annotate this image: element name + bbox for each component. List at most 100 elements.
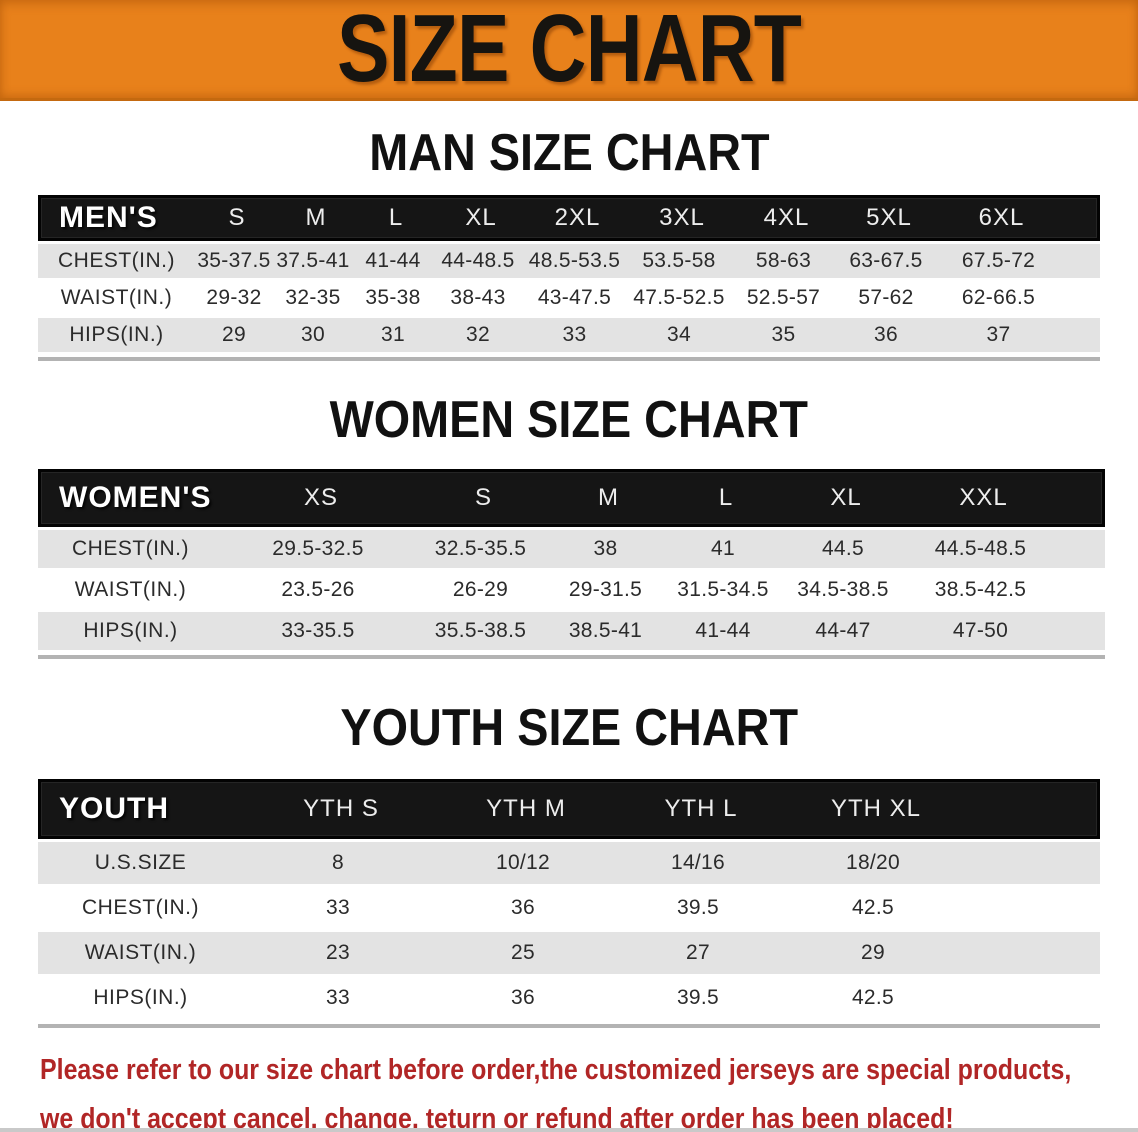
women-hips-row: HIPS(IN.) 33-35.5 35.5-38.5 38.5-41 41-4… [38,612,1105,650]
size-cell: 43-47.5 [537,286,612,309]
youth-col-m: YTH M [486,795,566,822]
size-cell: 38.5-42.5 [934,578,1027,601]
men-size-table: MEN'S S M L XL 2XL 3XL 4XL 5XL 6XL CHEST… [38,195,1100,361]
women-table-corner-label: WOMEN'S [59,481,212,514]
size-cell: 57-62 [858,286,914,309]
women-col-l: L [718,484,734,511]
size-cell: 31.5-34.5 [677,578,769,601]
row-label: HIPS(IN.) [93,986,188,1009]
youth-section-title-text: YOUTH SIZE CHART [340,699,798,757]
size-cell: 14/16 [670,851,726,874]
row-label: CHEST(IN.) [82,896,199,919]
banner: SIZE CHART [0,0,1138,101]
size-cell: 29.5-32.5 [272,537,364,560]
row-label: HIPS(IN.) [69,323,164,346]
size-cell: 30 [301,323,325,346]
men-col-s: S [228,204,246,231]
size-cell: 32.5-35.5 [434,537,527,560]
men-col-2xl: 2XL [554,204,601,231]
men-col-m: M [305,204,327,231]
youth-waist-row: WAIST(IN.) 23 25 27 29 [38,932,1100,974]
women-col-m: M [598,484,619,511]
size-cell: 32-35 [285,286,341,309]
youth-size-table: YOUTH YTH S YTH M YTH L YTH XL U.S.SIZE … [38,779,1100,1028]
men-hips-row: HIPS(IN.) 29 30 31 32 33 34 35 36 37 [38,318,1100,352]
men-chest-row: CHEST(IN.) 35-37.5 37.5-41 41-44 44-48.5… [38,244,1100,278]
youth-col-xl: YTH XL [830,795,922,822]
size-cell: 38.5-41 [568,619,643,642]
size-cell: 44-47 [815,619,871,642]
size-cell: 33 [326,986,350,1009]
size-cell: 53.5-58 [642,249,716,272]
youth-table-corner-label: YOUTH [59,792,169,825]
size-cell: 41-44 [695,619,751,642]
size-cell: 67.5-72 [961,249,1036,272]
women-section-title-text: WOMEN SIZE CHART [329,391,809,449]
size-cell: 39.5 [676,896,720,919]
disclaimer-note: Please refer to our size chart before or… [40,1046,1138,1132]
size-cell: 38-43 [450,286,506,309]
men-col-5xl: 5XL [866,204,912,231]
row-label: CHEST(IN.) [72,537,189,560]
size-cell: 42.5 [851,986,895,1009]
size-cell: 27 [686,941,710,964]
disclaimer-line-1: Please refer to our size chart before or… [40,1054,1072,1086]
size-cell: 8 [332,851,344,874]
youth-hips-row: HIPS(IN.) 33 36 39.5 42.5 [38,977,1100,1019]
women-section-title: WOMEN SIZE CHART [0,393,1138,447]
banner-title: SIZE CHART [336,0,802,102]
size-cell: 34 [667,323,691,346]
size-cell: 41-44 [365,249,421,272]
size-cell: 36 [511,896,535,919]
men-table-corner-label: MEN'S [59,201,158,234]
row-label: U.S.SIZE [94,851,187,874]
size-cell: 33 [562,323,587,346]
women-size-table: WOMEN'S XS S M L XL XXL CHEST(IN.) 29.5-… [38,469,1105,659]
size-cell: 41 [711,537,735,560]
row-label: WAIST(IN.) [84,941,197,964]
size-cell: 33 [326,896,350,919]
size-cell: 63-67.5 [849,249,923,272]
size-cell: 47.5-52.5 [633,286,725,309]
size-cell: 35 [771,323,796,346]
size-cell: 44-48.5 [441,249,515,272]
size-cell: 38 [593,537,618,560]
size-cell: 10/12 [495,851,551,874]
youth-section-title: YOUTH SIZE CHART [0,701,1138,755]
youth-col-s: YTH S [303,795,379,822]
size-cell: 42.5 [851,896,895,919]
size-cell: 35.5-38.5 [434,619,527,642]
size-cell: 52.5-57 [746,286,821,309]
size-cell: 31 [381,323,405,346]
size-cell: 33-35.5 [281,619,355,642]
size-cell: 44.5-48.5 [934,537,1027,560]
size-cell: 44.5 [821,537,865,560]
size-cell: 29-31.5 [568,578,643,601]
size-cell: 58-63 [755,249,812,272]
size-cell: 34.5-38.5 [797,578,889,601]
bottom-edge-line [0,1128,1138,1132]
men-table-header-row: MEN'S S M L XL 2XL 3XL 4XL 5XL 6XL [38,195,1100,241]
size-cell: 25 [511,941,535,964]
size-cell: 36 [874,323,898,346]
size-cell: 29 [861,941,885,964]
men-section-title: MAN SIZE CHART [0,126,1138,180]
youth-ussize-row: U.S.SIZE 8 10/12 14/16 18/20 [38,842,1100,884]
size-cell: 48.5-53.5 [528,249,621,272]
women-waist-row: WAIST(IN.) 23.5-26 26-29 29-31.5 31.5-34… [38,571,1105,609]
size-cell: 35-37.5 [197,249,271,272]
size-cell: 37 [986,323,1011,346]
youth-col-l: YTH L [664,795,738,822]
size-cell: 37.5-41 [276,249,350,272]
row-label: WAIST(IN.) [74,578,187,601]
men-section-title-text: MAN SIZE CHART [368,124,770,182]
size-cell: 29 [222,323,246,346]
men-col-3xl: 3XL [659,204,705,231]
size-cell: 29-32 [206,286,262,309]
size-cell: 36 [511,986,535,1009]
row-label: CHEST(IN.) [58,249,175,272]
size-cell: 23 [326,941,350,964]
women-col-s: S [474,484,492,511]
size-cell: 18/20 [845,851,901,874]
